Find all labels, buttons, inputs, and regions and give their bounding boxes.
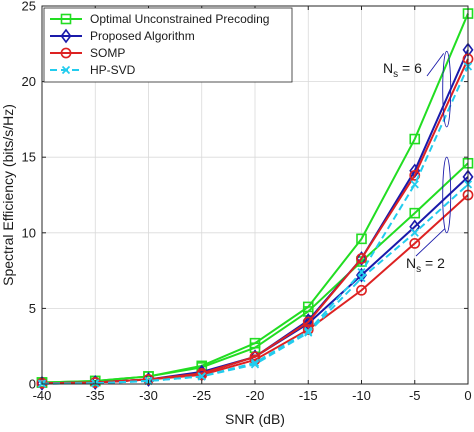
data-point-marker: [357, 274, 366, 283]
annotations: Ns = 6Ns = 2: [383, 50, 452, 275]
x-marker-stroke: [197, 372, 206, 381]
annotation-rest: = 2: [421, 255, 445, 271]
data-point-marker: [409, 169, 421, 181]
legend-label: Optimal Unconstrained Precoding: [90, 12, 269, 26]
data-point-marker: [302, 324, 314, 335]
x-marker-stroke: [61, 65, 71, 75]
data-point-marker: [356, 267, 367, 283]
y-tick-label: 10: [22, 225, 36, 240]
group-ellipse: [442, 50, 452, 128]
x-tick-label: -20: [246, 388, 265, 403]
x-tick-label: -10: [352, 388, 371, 403]
annotation-rest: = 6: [398, 60, 422, 76]
x-marker-stroke: [304, 328, 313, 337]
x-marker-stroke: [357, 267, 366, 277]
series-line: [41, 194, 469, 385]
annotation-label: Ns = 2: [406, 255, 445, 275]
data-point-marker: [356, 233, 367, 245]
legend-entry: Optimal Unconstrained Precoding: [50, 12, 269, 26]
annotation-main: N: [383, 60, 393, 76]
y-tick-label: 0: [29, 377, 36, 392]
series-line: [41, 162, 469, 384]
data-point-marker: [356, 253, 367, 264]
data-point-marker: [356, 284, 367, 296]
legend-box: [43, 7, 293, 83]
data-point-marker: [409, 237, 421, 249]
data-point-marker: [410, 180, 419, 189]
x-marker-stroke: [250, 360, 260, 369]
annotation-leader: [415, 228, 446, 257]
x-tick-label: -30: [139, 388, 158, 403]
x-tick-label: -35: [86, 388, 105, 403]
y-tick-label: 20: [22, 74, 36, 89]
x-marker-stroke: [410, 180, 419, 189]
annotation-sub: s: [393, 69, 398, 80]
x-tick-label: 0: [464, 388, 471, 403]
legend-label: SOMP: [90, 46, 125, 60]
data-point-marker: [357, 267, 366, 277]
data-point-marker: [304, 328, 313, 337]
x-marker-stroke: [357, 274, 366, 283]
data-point-marker: [304, 326, 313, 336]
legend-entry: SOMP: [50, 46, 125, 60]
data-point-marker: [409, 207, 421, 219]
x-tick-label: -5: [409, 388, 421, 403]
y-tick-label: 15: [22, 150, 36, 165]
y-tick-label: 25: [22, 0, 36, 14]
x-axis-label: SNR (dB): [225, 411, 285, 427]
axis-ticks: -40 -35 -30 -25 -20 -15 -10 -5 0 0 5 10 15 20 25: [22, 0, 472, 403]
data-point-marker: [410, 228, 419, 237]
x-tick-label: -15: [299, 388, 318, 403]
data-point-marker: [196, 369, 208, 381]
annotation-sub: s: [416, 264, 421, 275]
annotation-main: N: [406, 255, 416, 271]
data-point-marker: [302, 316, 314, 328]
data-point-marker: [250, 360, 260, 369]
data-point-marker: [302, 306, 314, 317]
legend-marker: [60, 13, 72, 25]
x-tick-label: -40: [33, 388, 52, 403]
data-point-marker: [409, 133, 421, 145]
legend-entry: HP-SVD: [50, 63, 136, 77]
group-ellipse: [442, 156, 452, 234]
legend-entry: Proposed Algorithm: [50, 28, 195, 44]
legend: Optimal Unconstrained Precoding Proposed …: [43, 7, 293, 83]
series-hp-svd-2: [37, 180, 473, 388]
data-point-marker: [197, 372, 206, 381]
annotation-leader: [426, 53, 445, 77]
y-tick-label: 5: [29, 301, 36, 316]
x-marker-stroke: [304, 326, 313, 336]
annotation-label: Ns = 6: [383, 60, 422, 80]
legend-label: Proposed Algorithm: [90, 29, 195, 43]
legend-label: HP-SVD: [90, 63, 136, 77]
legend-marker: [60, 28, 72, 44]
legend-marker: [61, 65, 71, 75]
x-tick-label: -25: [192, 388, 211, 403]
x-marker-stroke: [410, 228, 419, 237]
legend-marker: [60, 47, 72, 59]
data-point-marker: [356, 251, 367, 266]
y-axis-label: Spectral Efficiency (bits/s/Hz): [0, 104, 16, 286]
